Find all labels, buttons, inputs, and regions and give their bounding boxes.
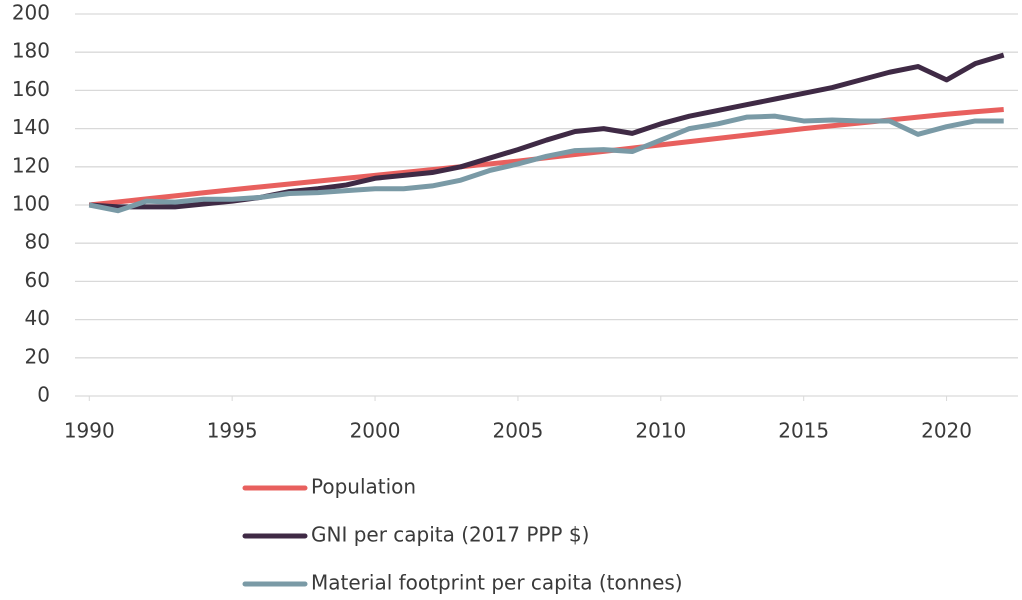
y-tick-label: 200 bbox=[12, 1, 50, 25]
legend-label: GNI per capita (2017 PPP $) bbox=[311, 523, 589, 547]
legend-label: Material footprint per capita (tonnes) bbox=[311, 571, 683, 595]
x-tick-label: 2000 bbox=[350, 419, 401, 443]
y-tick-label: 120 bbox=[12, 153, 50, 177]
x-tick-label: 2015 bbox=[778, 419, 829, 443]
y-tick-label: 180 bbox=[12, 39, 50, 63]
series-line bbox=[88, 113, 1004, 214]
y-tick-label: 100 bbox=[12, 192, 50, 216]
x-tick-label: 2020 bbox=[921, 419, 972, 443]
x-tick-label: 1995 bbox=[207, 419, 258, 443]
y-tick-label: 160 bbox=[12, 77, 50, 101]
x-tick-label: 2010 bbox=[635, 419, 686, 443]
legend-label: Population bbox=[311, 475, 416, 499]
y-tick-label: 140 bbox=[12, 115, 50, 139]
y-tick-label: 20 bbox=[25, 344, 50, 368]
y-tick-label: 0 bbox=[37, 383, 50, 407]
y-tick-label: 60 bbox=[25, 268, 50, 292]
y-tick-label: 80 bbox=[25, 230, 50, 254]
x-tick-label: 2005 bbox=[492, 419, 543, 443]
series-line bbox=[89, 52, 1005, 210]
x-tick-label: 1990 bbox=[64, 419, 115, 443]
y-tick-label: 40 bbox=[25, 306, 50, 330]
